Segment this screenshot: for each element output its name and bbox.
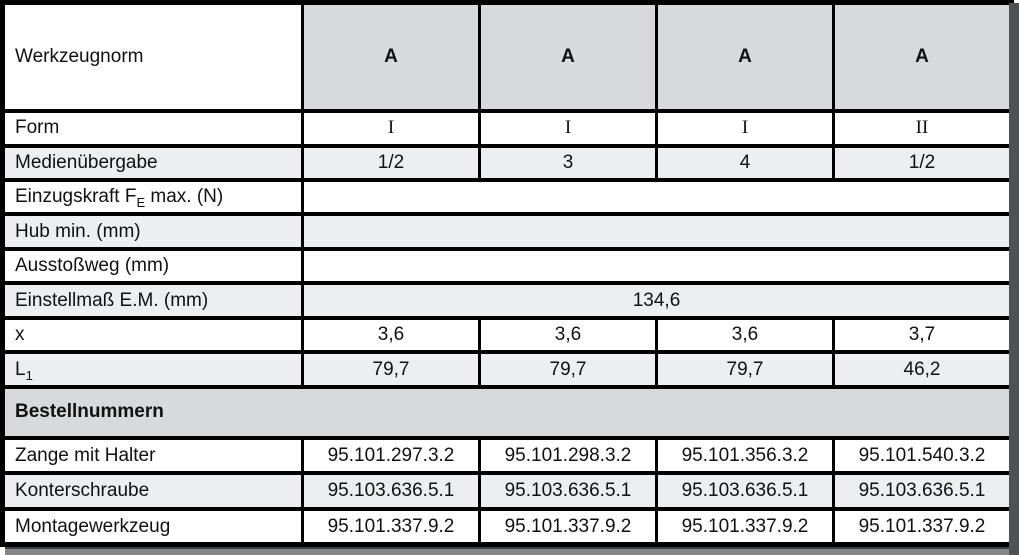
x-value-2: 3,6 (478, 315, 658, 355)
tool-standard-col-3: A (655, 0, 835, 114)
row-label-l1: L1 (1, 350, 304, 389)
row-ausstossweg: Ausstoßweg (mm) (1, 246, 1013, 286)
row-label-x: x (1, 315, 304, 355)
einzugskraft-label-subscript: E (136, 195, 146, 211)
row-label-hub-min: Hub min. (mm) (1, 212, 304, 251)
row-label-konterschraube: Konterschraube (1, 471, 304, 511)
row-l1: L1 79,7 79,7 79,7 46,2 (1, 350, 1013, 389)
ausstossweg-value (301, 246, 1013, 286)
page-edge-shadow-bottom (5, 547, 1009, 555)
einzugskraft-value (301, 177, 1013, 217)
medienuebergabe-value-4: 1/2 (832, 143, 1013, 183)
row-einzugskraft: Einzugskraft FE max. (N) (1, 177, 1013, 217)
row-form: Form I I I II (1, 109, 1013, 148)
form-value-4: II (832, 109, 1013, 148)
einzugskraft-label-unit: max. (N) (145, 186, 224, 208)
konterschraube-ordernumber-4: 95.103.636.5.1 (832, 471, 1013, 511)
x-value-1: 3,6 (301, 315, 481, 355)
einstellmass-value: 134,6 (301, 281, 1013, 320)
row-section-bestellnummern: Bestellnummern (1, 384, 1013, 440)
row-x: x 3,6 3,6 3,6 3,7 (1, 315, 1013, 355)
row-montagewerkzeug: Montagewerkzeug 95.101.337.9.2 95.101.33… (1, 506, 1013, 547)
einzugskraft-label-text: Einzugskraft F (15, 186, 137, 208)
row-medienuebergabe: Medienübergabe 1/2 3 4 1/2 (1, 143, 1013, 183)
l1-label-subscript: 1 (25, 367, 33, 383)
konterschraube-ordernumber-3: 95.103.636.5.1 (655, 471, 835, 511)
form-value-2: I (478, 109, 658, 148)
l1-value-3: 79,7 (655, 350, 835, 389)
form-value-3: I (655, 109, 835, 148)
l1-value-4: 46,2 (832, 350, 1013, 389)
row-label-einzugskraft: Einzugskraft FE max. (N) (1, 177, 304, 217)
tool-standard-col-1: A (301, 0, 481, 114)
l1-value-1: 79,7 (301, 350, 481, 389)
zange-ordernumber-3: 95.101.356.3.2 (655, 435, 835, 476)
page-edge-shadow-right (1009, 3, 1019, 555)
zange-ordernumber-4: 95.101.540.3.2 (832, 435, 1013, 476)
montagewerkzeug-ordernumber-2: 95.101.337.9.2 (478, 506, 658, 547)
x-value-3: 3,6 (655, 315, 835, 355)
row-label-form: Form (1, 109, 304, 148)
montagewerkzeug-ordernumber-3: 95.101.337.9.2 (655, 506, 835, 547)
row-label-medienuebergabe: Medienübergabe (1, 143, 304, 183)
medienuebergabe-value-2: 3 (478, 143, 658, 183)
row-zange-mit-halter: Zange mit Halter 95.101.297.3.2 95.101.2… (1, 435, 1013, 476)
row-konterschraube: Konterschraube 95.103.636.5.1 95.103.636… (1, 471, 1013, 511)
section-title-bestellnummern: Bestellnummern (1, 384, 1013, 440)
form-value-1: I (301, 109, 481, 148)
row-label-ausstossweg: Ausstoßweg (mm) (1, 246, 304, 286)
zange-ordernumber-2: 95.101.298.3.2 (478, 435, 658, 476)
row-label-einstellmass: Einstellmaß E.M. (mm) (1, 281, 304, 320)
montagewerkzeug-ordernumber-4: 95.101.337.9.2 (832, 506, 1013, 547)
row-einstellmass: Einstellmaß E.M. (mm) 134,6 (1, 281, 1013, 320)
x-value-4: 3,7 (832, 315, 1013, 355)
medienuebergabe-value-1: 1/2 (301, 143, 481, 183)
tool-standard-col-2: A (478, 0, 658, 114)
row-label-zange-mit-halter: Zange mit Halter (1, 435, 304, 476)
table-title: Werkzeugnorm (1, 0, 304, 114)
header-row-werkzeugnorm: Werkzeugnorm A A A A (1, 0, 1013, 114)
zange-ordernumber-1: 95.101.297.3.2 (301, 435, 481, 476)
konterschraube-ordernumber-1: 95.103.636.5.1 (301, 471, 481, 511)
row-hub-min: Hub min. (mm) (1, 212, 1013, 251)
hub-min-value (301, 212, 1013, 251)
konterschraube-ordernumber-2: 95.103.636.5.1 (478, 471, 658, 511)
l1-label-text: L (15, 358, 26, 380)
l1-value-2: 79,7 (478, 350, 658, 389)
medienuebergabe-value-3: 4 (655, 143, 835, 183)
row-label-montagewerkzeug: Montagewerkzeug (1, 506, 304, 547)
montagewerkzeug-ordernumber-1: 95.101.337.9.2 (301, 506, 481, 547)
tool-standard-col-4: A (832, 0, 1013, 114)
